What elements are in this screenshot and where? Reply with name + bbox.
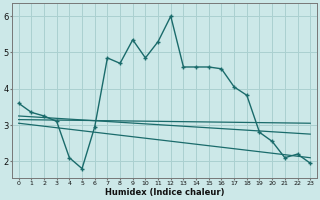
X-axis label: Humidex (Indice chaleur): Humidex (Indice chaleur)	[105, 188, 224, 197]
